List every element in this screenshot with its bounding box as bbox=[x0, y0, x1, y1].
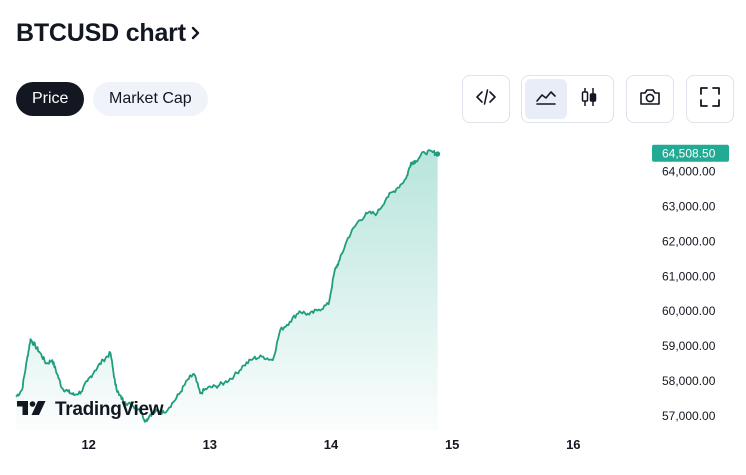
tradingview-logo-text: TradingView bbox=[55, 399, 164, 420]
x-tick-label: 13 bbox=[203, 437, 217, 452]
candlestick-chart-button[interactable] bbox=[569, 79, 611, 119]
tab-market-cap-label: Market Cap bbox=[109, 90, 192, 107]
y-tick-label: 61,000.00 bbox=[662, 269, 716, 283]
last-price-tag bbox=[652, 144, 729, 162]
y-tick-label: 63,000.00 bbox=[662, 199, 716, 213]
y-tick-label: 64,000.00 bbox=[662, 164, 716, 178]
chart-type-group bbox=[521, 75, 614, 123]
camera-icon bbox=[638, 87, 662, 112]
x-tick-label: 12 bbox=[81, 437, 95, 452]
last-price-label: 64,508.50 bbox=[662, 147, 716, 161]
tab-price[interactable]: Price bbox=[16, 82, 85, 116]
x-tick-label: 15 bbox=[445, 437, 459, 452]
chevron-right-icon bbox=[190, 23, 204, 43]
y-tick-label: 58,000.00 bbox=[662, 374, 716, 388]
last-price-dot bbox=[435, 151, 441, 157]
code-icon bbox=[475, 87, 497, 112]
tab-price-label: Price bbox=[32, 90, 69, 107]
area-chart-button[interactable] bbox=[525, 79, 567, 119]
tab-market-cap[interactable]: Market Cap bbox=[93, 82, 208, 116]
fullscreen-icon bbox=[699, 86, 721, 113]
x-tick-label: 14 bbox=[324, 437, 339, 452]
fullscreen-button[interactable] bbox=[686, 75, 734, 123]
y-tick-label: 59,000.00 bbox=[662, 339, 716, 353]
embed-button[interactable] bbox=[462, 75, 510, 123]
tradingview-logo[interactable]: TradingView bbox=[17, 396, 164, 424]
area-chart-icon bbox=[535, 88, 557, 111]
price-line bbox=[15, 149, 439, 423]
y-tick-label: 57,000.00 bbox=[662, 409, 716, 423]
y-tick-label: 62,000.00 bbox=[662, 234, 716, 248]
screenshot-button[interactable] bbox=[626, 75, 674, 123]
price-chart[interactable]: 57,000.00 58,000.00 59,000.00 60,000.00 61,0… bbox=[0, 130, 746, 460]
chart-title-link[interactable]: BTCUSD chart bbox=[16, 16, 204, 50]
tradingview-mark-icon bbox=[17, 400, 47, 421]
page-title: BTCUSD chart bbox=[16, 18, 186, 47]
price-area bbox=[16, 150, 438, 430]
candlestick-icon bbox=[579, 86, 599, 113]
y-tick-label: 60,000.00 bbox=[662, 304, 716, 318]
x-tick-label: 16 bbox=[566, 437, 580, 452]
